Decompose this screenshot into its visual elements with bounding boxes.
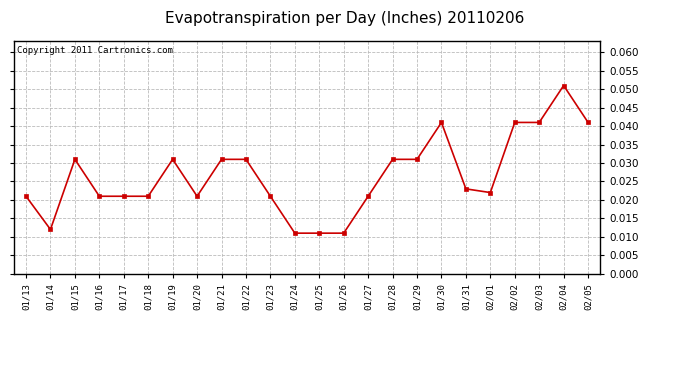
Text: Copyright 2011 Cartronics.com: Copyright 2011 Cartronics.com <box>17 46 172 55</box>
Text: Evapotranspiration per Day (Inches) 20110206: Evapotranspiration per Day (Inches) 2011… <box>166 11 524 26</box>
